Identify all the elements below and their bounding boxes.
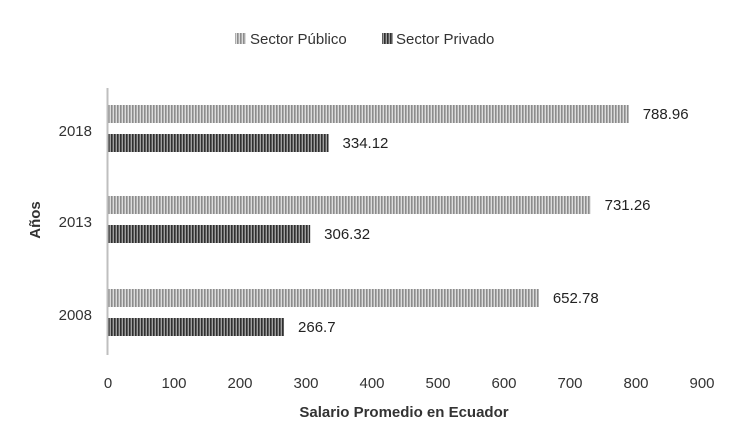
data-label-sector-privado-2018: 334.12: [343, 135, 389, 152]
data-label-sector-publico-2008: 652.78: [553, 290, 599, 307]
legend-label-sector-privado: Sector Privado: [396, 31, 494, 48]
bar-sector-privado-2008: [108, 318, 285, 336]
data-label-sector-publico-2018: 788.96: [643, 106, 689, 123]
legend-swatch-sector-privado: [382, 33, 393, 44]
x-tick-label-200: 200: [227, 375, 252, 392]
legend-label-sector-publico: Sector Público: [250, 31, 347, 48]
y-tick-label-2008: 2008: [59, 307, 92, 324]
y-tick-label-2018: 2018: [59, 123, 92, 140]
x-tick-label-0: 0: [104, 375, 112, 392]
bar-sector-publico-2018: [108, 105, 629, 123]
x-tick-label-500: 500: [425, 375, 450, 392]
y-tick-label-2013: 2013: [59, 214, 92, 231]
bars-group: 652.78 266.7 731.26 306.32 788.96 334.12: [108, 105, 689, 336]
x-tick-label-900: 900: [689, 375, 714, 392]
x-tick-label-800: 800: [623, 375, 648, 392]
legend: Sector Público Sector Privado: [235, 31, 494, 48]
bar-sector-publico-2013: [108, 196, 591, 214]
x-tick-label-600: 600: [491, 375, 516, 392]
data-label-sector-privado-2008: 266.7: [298, 319, 336, 336]
bar-sector-privado-2018: [108, 134, 329, 152]
y-axis-ticks: 2008 2013 2018: [59, 123, 92, 324]
bar-sector-publico-2008: [108, 289, 539, 307]
x-tick-label-100: 100: [161, 375, 186, 392]
legend-swatch-sector-publico: [235, 33, 246, 44]
data-label-sector-publico-2013: 731.26: [605, 197, 651, 214]
data-label-sector-privado-2013: 306.32: [324, 226, 370, 243]
x-axis-title: Salario Promedio en Ecuador: [299, 404, 508, 421]
x-tick-label-300: 300: [293, 375, 318, 392]
x-tick-label-700: 700: [557, 375, 582, 392]
bar-sector-privado-2013: [108, 225, 311, 243]
y-axis-title: Años: [27, 201, 44, 239]
x-tick-label-400: 400: [359, 375, 384, 392]
x-axis-ticks: 0 100 200 300 400 500 600 700 800 900: [104, 375, 715, 392]
